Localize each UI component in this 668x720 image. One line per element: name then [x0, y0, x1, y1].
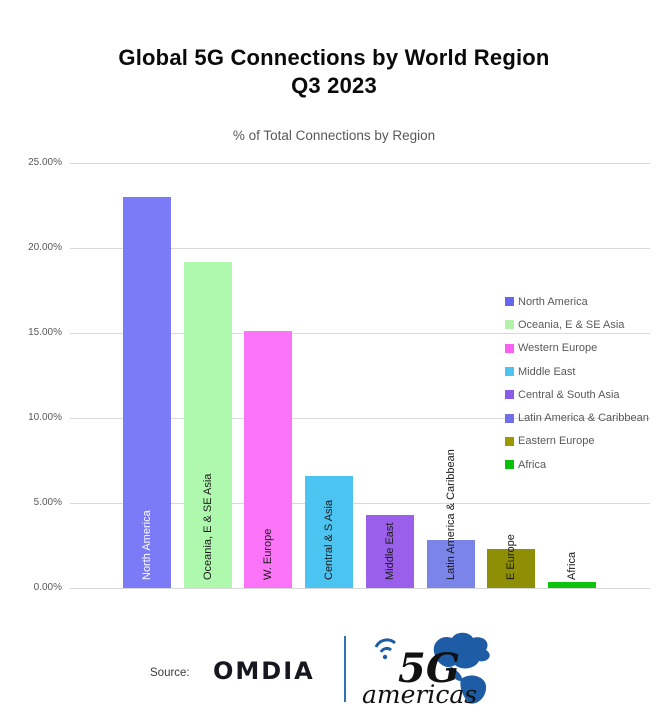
legend-item: Middle East	[505, 360, 668, 383]
y-tick-label: 0.00%	[33, 582, 62, 593]
chart-title-line1: Global 5G Connections by World Region	[118, 45, 550, 70]
bar	[547, 582, 596, 588]
legend-label: Central & South Asia	[518, 388, 620, 401]
bar-label: E Europe	[505, 534, 518, 580]
gridline-10.00%	[70, 417, 650, 419]
legend-swatch-icon	[505, 367, 514, 377]
legend-swatch-icon	[505, 297, 514, 307]
bar	[244, 331, 293, 588]
chart-title: Global 5G Connections by World Region Q3…	[0, 44, 668, 100]
americas-continents-icon	[433, 632, 490, 704]
footer-divider	[344, 636, 346, 702]
legend-item: Africa	[505, 453, 668, 476]
legend-label: North America	[518, 295, 588, 308]
legend-label: Middle East	[518, 365, 576, 378]
legend-swatch-icon	[505, 343, 514, 353]
y-tick-label: 10.00%	[28, 412, 62, 423]
bar-label: North America	[141, 510, 153, 580]
bar	[426, 540, 475, 588]
wifi-signal-icon	[374, 638, 397, 660]
gridline-5.00%	[70, 502, 650, 504]
gridline-25.00%	[70, 162, 650, 164]
legend-label: Eastern Europe	[518, 435, 595, 448]
legend-label: Latin America & Caribbean	[518, 412, 649, 425]
legend-item: Western Europe	[505, 337, 668, 360]
y-tick-label: 20.00%	[28, 242, 62, 253]
bar	[365, 514, 414, 588]
legend: North America Oceania, E & SE Asia Western…	[505, 290, 668, 476]
5g-wordmark: 5G	[398, 645, 460, 692]
bar-label: W. Europe	[262, 528, 275, 580]
y-tick-label: 5.00%	[33, 497, 62, 508]
y-tick-label: 25.00%	[28, 157, 62, 168]
plot-area: North America Oceania, E & SE Asia W. Euro…	[70, 162, 650, 589]
legend-label: Africa	[518, 458, 547, 471]
5g-americas-logo: 5G americas	[362, 632, 490, 708]
bar	[487, 548, 536, 588]
bar	[183, 261, 232, 588]
chart-title-line2: Q3 2023	[291, 73, 377, 98]
legend-item: Latin America & Caribbean	[505, 406, 668, 429]
bar-label: Latin America & Caribbean	[444, 449, 457, 580]
bar	[305, 475, 354, 588]
legend-swatch-icon	[505, 320, 514, 330]
bar-label: Oceania, E & SE Asia	[201, 473, 214, 580]
gridline-20.00%	[70, 247, 650, 249]
bar-label: Middle East	[383, 522, 396, 580]
gridline-0.00%	[70, 587, 650, 589]
legend-swatch-icon	[505, 436, 514, 446]
legend-item: North America	[505, 290, 668, 313]
legend-label: Western Europe	[518, 342, 598, 355]
bar	[123, 197, 171, 588]
americas-wordmark: americas	[362, 680, 477, 708]
chart-subtitle: % of Total Connections by Region	[232, 128, 436, 143]
y-tick-label: 15.00%	[28, 327, 62, 338]
legend-item: Central & South Asia	[505, 383, 668, 406]
legend-item: Oceania, E & SE Asia	[505, 313, 668, 336]
bar-label: Central & S Asia	[323, 499, 336, 580]
source-label: Source:	[150, 667, 190, 679]
bar-label: Africa	[565, 551, 578, 580]
omdia-logo: OMDIA	[213, 657, 315, 685]
legend-swatch-icon	[505, 413, 514, 423]
gridline-15.00%	[70, 332, 650, 334]
legend-swatch-icon	[505, 390, 514, 400]
legend-item: Eastern Europe	[505, 430, 668, 453]
legend-label: Oceania, E & SE Asia	[518, 318, 625, 331]
legend-swatch-icon	[505, 460, 514, 470]
